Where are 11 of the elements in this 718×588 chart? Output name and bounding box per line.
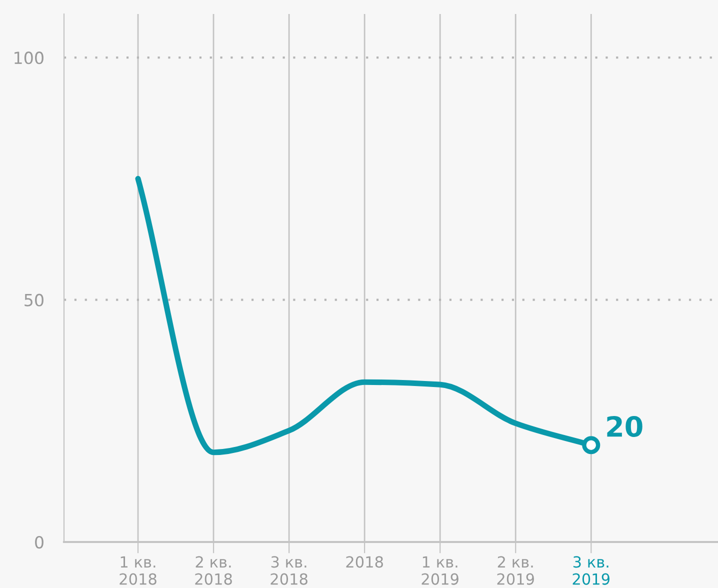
x-tick-label: 2 кв. 2019 [497, 556, 534, 585]
x-tick-label: 2018 [346, 556, 383, 568]
y-tick-label: 0 [35, 536, 44, 549]
x-tick-label: 1 кв. 2018 [120, 556, 156, 585]
x-tick-label: 2 кв. 2018 [195, 556, 232, 585]
x-tick-label: 1 кв. 2019 [422, 556, 458, 585]
y-tick-label: 50 [24, 294, 44, 306]
x-tick-label: 3 кв. 2019 [572, 556, 610, 585]
y-tick-label: 100 [14, 52, 44, 64]
x-tick-label: 3 кв. 2018 [270, 556, 308, 585]
data-label: 20 [607, 416, 642, 437]
